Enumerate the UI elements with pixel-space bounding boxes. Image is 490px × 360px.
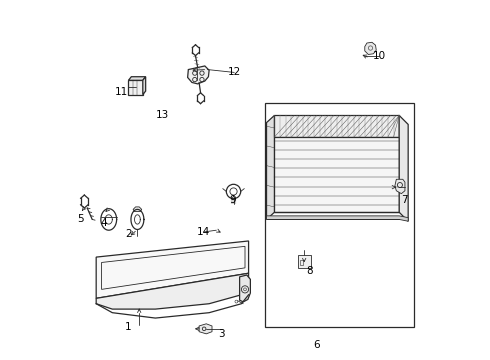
Polygon shape: [274, 116, 399, 137]
Text: 4: 4: [100, 218, 107, 228]
Polygon shape: [199, 324, 212, 334]
Text: 7: 7: [401, 195, 408, 205]
Text: 12: 12: [228, 67, 241, 77]
Text: 6: 6: [314, 340, 320, 350]
Polygon shape: [143, 77, 146, 95]
Text: 14: 14: [197, 227, 210, 237]
Polygon shape: [365, 42, 376, 54]
Text: 13: 13: [156, 111, 169, 121]
Polygon shape: [395, 179, 405, 194]
Text: 2: 2: [125, 229, 132, 239]
Text: 10: 10: [373, 51, 386, 61]
Polygon shape: [188, 66, 209, 84]
Bar: [298, 255, 311, 267]
Bar: [265, 103, 414, 327]
Polygon shape: [274, 137, 399, 212]
Polygon shape: [96, 241, 248, 298]
Text: 3: 3: [219, 329, 225, 339]
Polygon shape: [267, 216, 408, 221]
Polygon shape: [96, 273, 248, 309]
Text: 9: 9: [229, 195, 236, 205]
Text: 1: 1: [125, 322, 132, 332]
Polygon shape: [133, 207, 142, 212]
Text: 11: 11: [115, 87, 128, 97]
Polygon shape: [128, 77, 146, 80]
Polygon shape: [128, 80, 143, 95]
Text: 5: 5: [77, 215, 83, 224]
Polygon shape: [267, 116, 274, 220]
Polygon shape: [399, 116, 408, 221]
Bar: [300, 260, 303, 265]
Polygon shape: [240, 275, 250, 302]
Text: 8: 8: [306, 266, 313, 276]
